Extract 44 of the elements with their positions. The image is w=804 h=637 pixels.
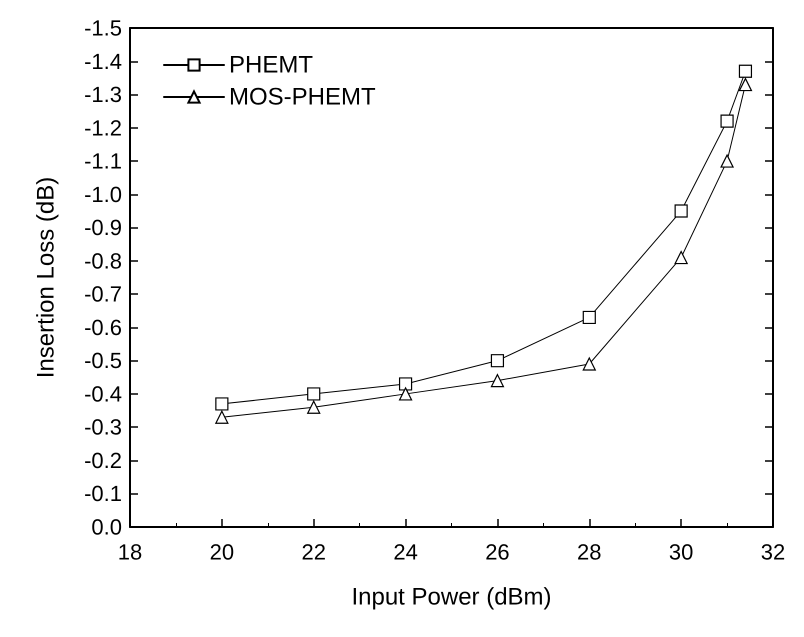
point [738, 64, 752, 78]
y-tick-label: -0.9 [84, 215, 122, 240]
x-axis-title: Input Power (dBm) [351, 584, 552, 610]
point [720, 154, 734, 168]
point [582, 357, 596, 371]
point [307, 387, 320, 401]
y-tick-label: -1.2 [84, 115, 122, 140]
y-tick-label: -0.1 [84, 481, 122, 506]
y-tick-label: 0.0 [91, 514, 122, 540]
y-tick-label: -1.4 [84, 48, 122, 74]
point [674, 250, 688, 264]
x-tick-label: 26 [485, 540, 510, 564]
y-tick-label: -0.6 [84, 314, 122, 340]
point [215, 410, 228, 424]
y-tick-label: -0.3 [84, 414, 122, 440]
y-tick-label: -0.8 [84, 248, 122, 274]
point [674, 204, 688, 218]
legend-label: MOS-PHEMT [229, 84, 376, 110]
point [490, 354, 504, 368]
x-tick-label: 28 [577, 540, 602, 564]
x-tick-label: 20 [210, 540, 234, 564]
point [398, 377, 412, 391]
y-tick-label: -1.0 [84, 182, 122, 207]
point [307, 400, 320, 414]
point [215, 397, 228, 411]
y-tick-label: -0.4 [84, 381, 122, 406]
y-tick-label: -1.5 [84, 16, 122, 40]
y-tick-label: -0.5 [84, 348, 122, 374]
x-tick-label: 32 [760, 540, 786, 564]
y-tick-label: -1.1 [84, 148, 122, 174]
y-tick-label: -0.7 [84, 282, 122, 307]
x-tick-label: 30 [668, 540, 694, 564]
point [720, 114, 734, 128]
y-tick-label: -1.3 [84, 82, 122, 108]
point [490, 374, 504, 388]
x-tick-label: 24 [393, 540, 418, 564]
x-tick-label: 22 [301, 540, 326, 564]
point [582, 310, 596, 324]
point [398, 387, 412, 401]
x-tick-label: 18 [118, 540, 142, 564]
y-tick-label: -0.2 [84, 448, 122, 473]
legend-label: PHEMT [229, 52, 314, 78]
y-axis-title: Insertion Loss (dB) [32, 176, 60, 378]
point [738, 78, 752, 92]
